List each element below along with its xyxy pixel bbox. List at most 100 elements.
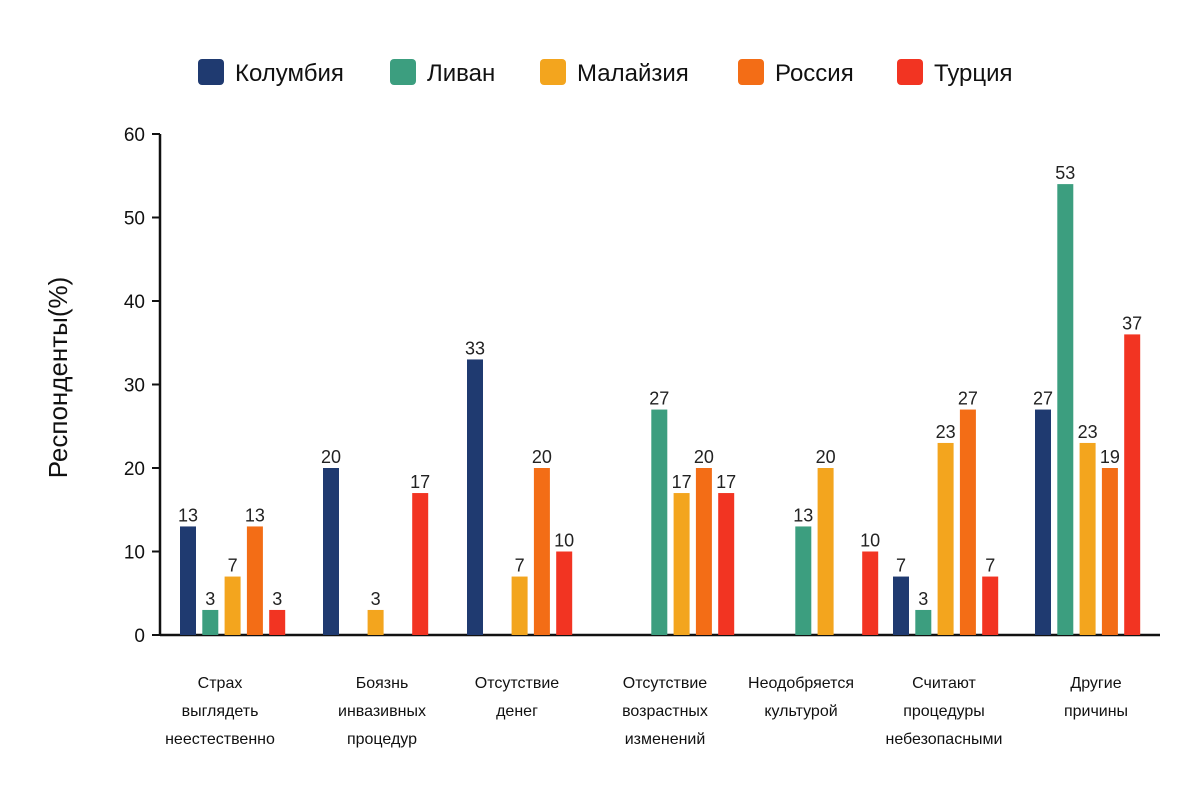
category-group: [795, 468, 879, 635]
category-label-line: Другие: [1070, 675, 1121, 692]
category-group: [180, 526, 286, 635]
value-label: 27: [1033, 389, 1053, 409]
value-label: 13: [793, 505, 813, 525]
legend-item: Малайзия: [540, 59, 689, 87]
category-label: Страх выглядеть неестественно: [165, 675, 275, 748]
bar: [180, 526, 196, 635]
category-label-line: небезопасными: [886, 731, 1003, 748]
bar: [937, 442, 954, 635]
bar: [695, 468, 712, 635]
bar: [1124, 334, 1141, 635]
bar: [1101, 468, 1118, 635]
bar: [323, 468, 339, 635]
value-label: 7: [985, 556, 995, 576]
legend-item: Колумбия: [198, 59, 344, 87]
bar: [1079, 442, 1096, 635]
category-label-line: денег: [496, 703, 538, 720]
legend-label: Ливан: [427, 60, 495, 87]
category-label-line: Страх: [198, 675, 243, 692]
value-label: 17: [672, 472, 692, 492]
bar: [556, 551, 573, 635]
value-label: 17: [716, 472, 736, 492]
legend-label: Малайзия: [577, 60, 689, 87]
y-axis-title: Респонденты(%): [43, 277, 73, 479]
legend-item: Россия: [738, 59, 854, 87]
y-tick-label: 0: [134, 626, 145, 647]
bar: [412, 493, 429, 635]
value-label: 37: [1122, 313, 1142, 333]
legend: Колумбия Ливан Малайзия Россия Турция: [198, 59, 1013, 87]
bar: [467, 359, 483, 635]
value-label: 27: [958, 389, 978, 409]
value-label: 10: [860, 531, 880, 551]
y-tick-label: 50: [124, 209, 145, 230]
category-label-line: неестественно: [165, 731, 275, 748]
category-label-line: процедур: [347, 731, 417, 748]
legend-swatch: [198, 59, 224, 85]
value-label: 7: [228, 556, 238, 576]
y-tick-label: 60: [124, 125, 145, 146]
value-label: 20: [321, 447, 341, 467]
bar: [246, 526, 263, 635]
legend-swatch: [897, 59, 923, 85]
category-label-line: культурой: [764, 703, 837, 720]
category-label: Неодобряется культурой: [748, 675, 854, 720]
bar: [959, 409, 976, 635]
legend-label: Россия: [775, 60, 854, 87]
category-label: Считают процедуры небезопасными: [886, 675, 1003, 748]
bar: [1057, 184, 1074, 635]
bar: [202, 609, 219, 635]
bar: [915, 609, 932, 635]
category-label-line: Боязнь: [356, 675, 409, 692]
category-label: Другие причины: [1064, 675, 1128, 720]
value-label: 13: [245, 505, 265, 525]
y-tick-label: 30: [124, 376, 145, 397]
bar: [367, 609, 384, 635]
y-tick-label: 10: [124, 543, 145, 564]
value-label: 13: [178, 505, 198, 525]
category-label-line: Отсутствие: [475, 675, 560, 692]
y-tick-label: 20: [124, 459, 145, 480]
value-label: 20: [816, 447, 836, 467]
category-group: [1035, 184, 1141, 635]
value-label: 7: [515, 556, 525, 576]
y-tick-label: 40: [124, 292, 145, 313]
value-label: 27: [649, 389, 669, 409]
value-label: 3: [205, 589, 215, 609]
category-label-line: инвазивных: [338, 703, 426, 720]
bar: [511, 576, 528, 635]
value-label: 3: [272, 589, 282, 609]
bar: [718, 493, 735, 635]
bar: [982, 576, 999, 635]
value-label: 3: [371, 589, 381, 609]
category-label-line: возрастных: [622, 703, 708, 720]
legend-swatch: [390, 59, 416, 85]
category-group: [651, 409, 735, 635]
category-label-line: причины: [1064, 703, 1128, 720]
bars: [180, 184, 1141, 635]
value-labels: 1337133203173372010271720171320107323277…: [178, 163, 1142, 609]
bar: [862, 551, 879, 635]
legend-item: Турция: [897, 59, 1013, 87]
bar: [795, 526, 812, 635]
category-group: [893, 409, 999, 635]
value-label: 23: [1078, 422, 1098, 442]
value-label: 23: [936, 422, 956, 442]
category-label: Боязнь инвазивных процедур: [338, 675, 426, 748]
category-label-line: процедуры: [903, 703, 985, 720]
category-label-line: Неодобряется: [748, 675, 854, 692]
category-label-line: Считают: [912, 675, 976, 692]
bar: [673, 493, 690, 635]
bar: [269, 609, 286, 635]
value-label: 3: [918, 589, 928, 609]
legend-swatch: [540, 59, 566, 85]
value-label: 7: [896, 556, 906, 576]
bar: [1035, 409, 1051, 635]
legend-label: Колумбия: [235, 60, 344, 87]
legend-label: Турция: [934, 60, 1013, 87]
bar: [224, 576, 241, 635]
value-label: 53: [1055, 163, 1075, 183]
value-label: 20: [532, 447, 552, 467]
value-label: 17: [410, 472, 430, 492]
